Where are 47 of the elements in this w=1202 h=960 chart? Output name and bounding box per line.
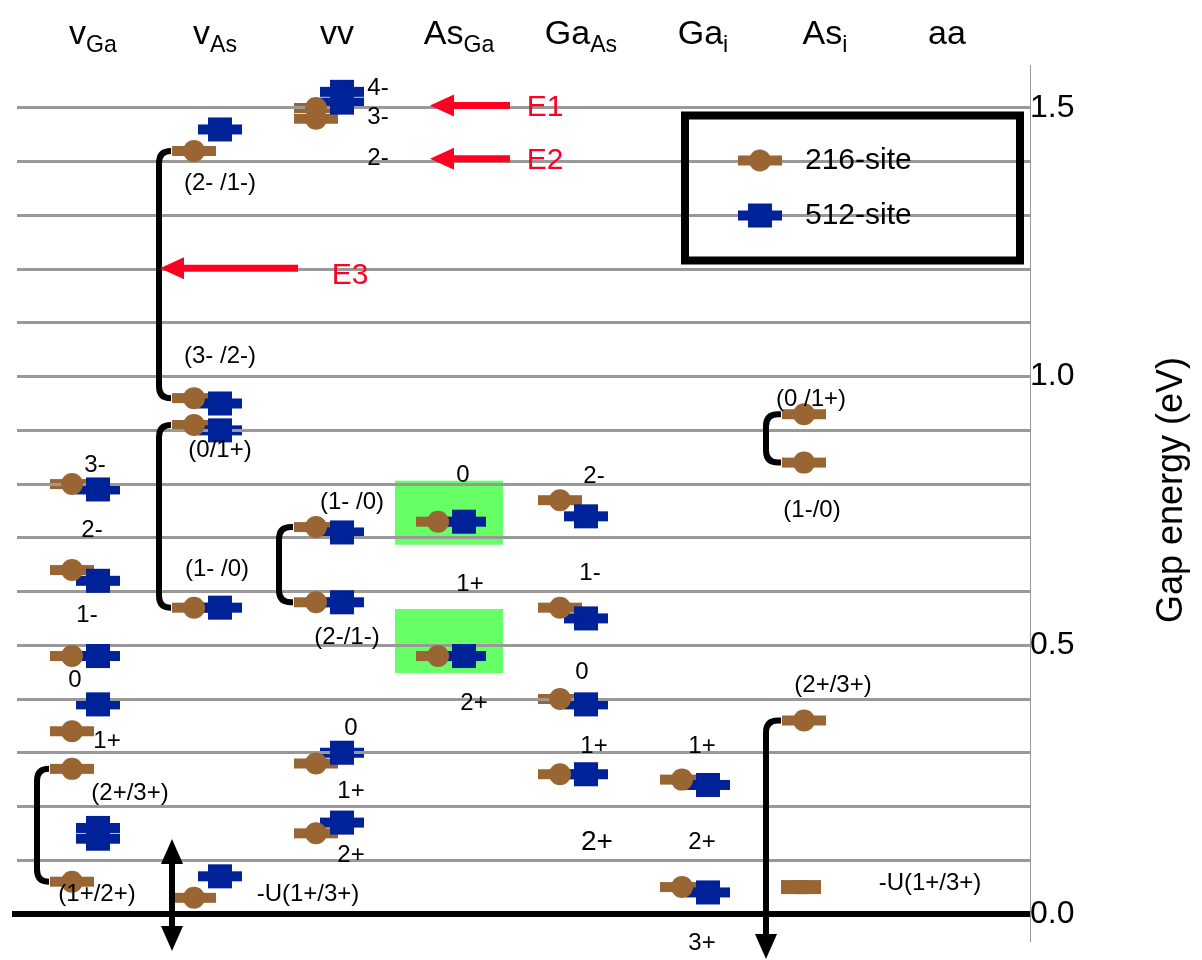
- annotation: 3+: [688, 927, 716, 955]
- annotation: E3: [331, 257, 369, 291]
- annotation: 1+: [580, 730, 608, 758]
- y-tick-label: 1.0: [1030, 356, 1075, 393]
- annotation: (1-/0): [783, 494, 841, 522]
- annotation: 1+: [456, 569, 484, 597]
- y-tick-label: 0.0: [1030, 893, 1075, 930]
- annotation: E1: [526, 88, 564, 122]
- annotation: (3- /2-): [184, 341, 256, 369]
- annotation: 2-: [583, 460, 605, 488]
- annotation: (1- /0): [319, 486, 385, 514]
- annotation: 2+: [460, 687, 488, 715]
- annotation: 0: [575, 656, 589, 684]
- annotation: 1-: [76, 600, 98, 628]
- annotation: E2: [526, 141, 564, 175]
- annotation: 2-: [367, 143, 389, 171]
- annotation: -U(1+/3+): [256, 879, 360, 907]
- annotation: (1+/2+): [58, 879, 136, 907]
- legend-label: 216-site: [805, 141, 912, 175]
- y-axis-title: Gap energy (eV): [1148, 356, 1190, 624]
- annotation: 2-: [81, 514, 103, 542]
- y-tick-label: 1.5: [1030, 87, 1075, 124]
- annotation: 2+: [581, 825, 613, 857]
- annotation: 2+: [337, 840, 365, 868]
- annotation: 4-: [367, 73, 389, 101]
- x-tick-label: aa: [928, 13, 966, 52]
- annotation: 2+: [688, 827, 716, 855]
- x-tick-label: vv: [320, 13, 354, 52]
- annotation: 1+: [688, 730, 716, 758]
- annotation: (2+/3+): [91, 778, 169, 806]
- annotation: 0: [344, 712, 358, 740]
- annotation: (2-/1-): [314, 622, 380, 650]
- annotation: (2- /1-): [184, 168, 256, 196]
- annotation: (0/1+): [188, 434, 252, 462]
- annotation: -U(1+/3+): [878, 868, 982, 896]
- y-tick-label: 0.5: [1030, 625, 1075, 662]
- annotation: 0: [68, 664, 82, 692]
- annotation: (1- /0): [184, 554, 250, 582]
- annotation: 0: [456, 459, 470, 487]
- annotation: (0 /1+): [775, 384, 847, 412]
- annotation: (2+/3+): [794, 669, 872, 697]
- annotation: 3-: [84, 449, 106, 477]
- annotation: 1+: [337, 776, 365, 804]
- annotation: 1-: [579, 558, 601, 586]
- annotation: 1+: [93, 725, 121, 753]
- annotation: 3-: [367, 102, 389, 130]
- legend-label: 512-site: [805, 196, 912, 230]
